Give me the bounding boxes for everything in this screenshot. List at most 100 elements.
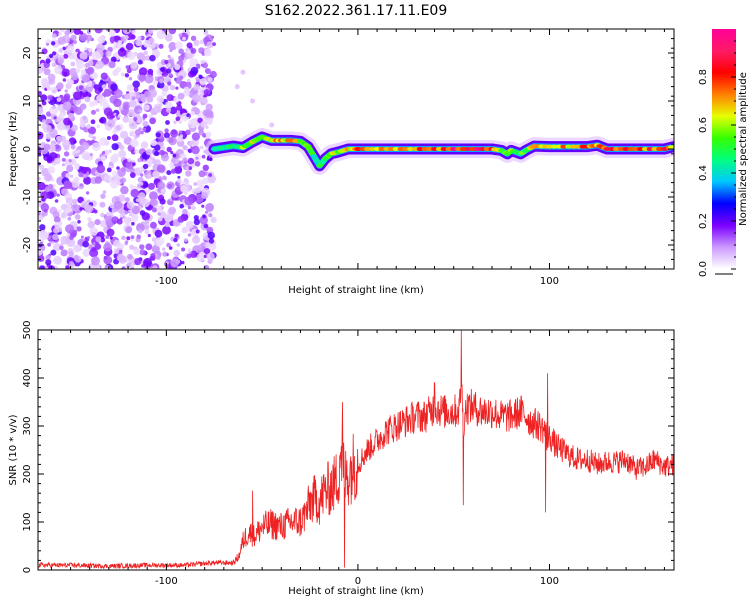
noise-blob [100,155,107,162]
noise-blob [79,51,88,60]
noise-blob [155,255,161,260]
noise-blob [41,100,47,106]
noise-blob [190,111,195,116]
noise-blob [170,258,179,268]
noise-blob [138,109,142,113]
noise-blob [38,182,46,191]
noise-blob [60,249,68,257]
noise-blob [62,95,70,102]
noise-blob [148,114,153,119]
noise-blob [46,42,49,46]
noise-blob [89,227,98,236]
noise-blob [131,96,136,101]
noise-blob [53,243,61,251]
noise-blob [212,42,217,46]
noise-blob [134,149,140,155]
noise-blob [190,35,197,41]
noise-blob [145,148,153,156]
x-tick-label: -100 [155,276,178,287]
noise-blob [60,235,69,245]
noise-blob [113,89,123,98]
noise-blob [142,181,149,188]
noise-blob [129,131,134,137]
noise-blob [52,51,57,56]
noise-blob [148,182,155,190]
noise-blob [41,119,47,124]
noise-blob [190,47,197,54]
noise-blob [170,129,179,138]
noise-blob [105,50,112,57]
noise-blob [189,250,198,258]
noise-blob [164,59,169,65]
noise-blob [46,86,51,91]
noise-blob [142,159,146,163]
noise-blob [130,188,140,198]
noise-blob [79,31,84,35]
noise-blob [112,153,119,160]
noise-blob [110,83,118,91]
noise-blob [86,29,91,34]
trace-peak [378,147,386,151]
noise-blob [177,175,181,179]
noise-blob [127,51,136,60]
y-tick-label: -20 [22,237,33,253]
noise-blob [195,63,201,69]
noise-blob [79,207,83,211]
noise-blob [81,91,88,98]
noise-blob [38,211,41,216]
noise-blob [199,97,208,106]
noise-blob [82,240,89,248]
noise-blob [178,48,184,55]
noise-blob [209,157,213,162]
noise-blob [47,156,53,162]
noise-blob [87,217,92,222]
spectrogram-y-axis-label: Frequency (Hz) [8,111,19,187]
noise-blob [205,117,213,125]
noise-blob [98,97,108,107]
noise-blob [200,120,208,128]
noise-blob [97,35,106,44]
y-tick-label: 400 [22,368,33,387]
noise-blob [180,185,189,193]
noise-blob [81,105,86,111]
noise-blob [93,209,98,214]
trace-peak [354,147,362,151]
trace-peak [431,147,438,151]
y-tick-label: 500 [22,320,33,339]
noise-blob [73,254,80,261]
snr-x-axis-label: Height of straight line (km) [288,586,424,597]
noise-blob [84,62,90,68]
noise-blob [43,208,48,213]
noise-blob [183,157,188,162]
noise-blob [148,29,154,34]
noise-blob [203,48,212,57]
noise-blob [38,176,41,181]
noise-blob [64,207,71,214]
signal-trace [205,128,674,175]
noise-blob [102,190,107,194]
noise-blob [110,56,117,63]
noise-blob [175,116,181,122]
noise-blob [144,74,154,84]
noise-blob [147,233,151,238]
noise-blob [157,181,166,190]
noise-blob [91,256,100,266]
noise-blob [187,119,197,129]
noise-blob [84,204,94,214]
trace-peak [474,147,482,151]
noise-blob [206,252,215,261]
noise-blob [199,216,208,225]
noise-blob [173,237,178,243]
noise-blob [80,166,88,174]
noise-blob [130,123,135,127]
noise-blob [167,81,172,86]
noise-blob [174,165,183,174]
noise-blob [53,227,60,234]
noise-blob [62,101,72,111]
noise-blob [201,191,209,199]
noise-blob [54,199,59,203]
noise-blob [142,120,149,127]
noise-blob [124,35,129,40]
noise-blob [196,79,200,83]
